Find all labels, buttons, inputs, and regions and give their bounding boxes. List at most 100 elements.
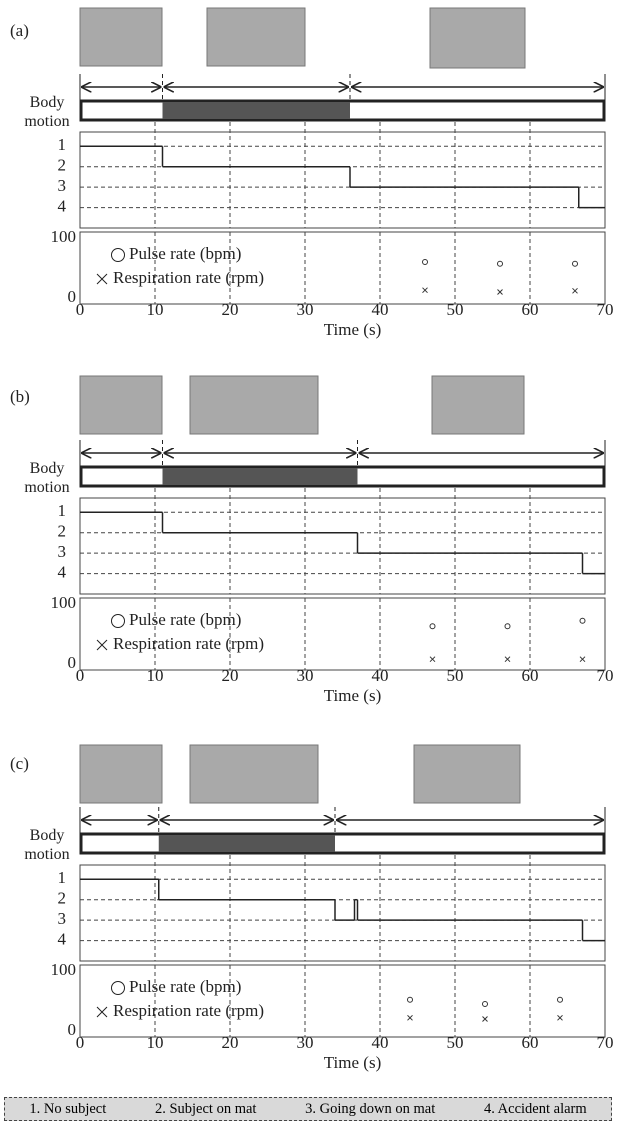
x-tick-label: 40 xyxy=(372,300,389,319)
legend-label: Pulse rate (bpm) xyxy=(129,244,241,263)
y-tick-label: 0 xyxy=(68,653,77,672)
respiration-point xyxy=(407,1014,413,1021)
state-tick-label: 2 xyxy=(58,889,67,908)
state-tick-label: 3 xyxy=(58,176,67,195)
vitals-frame xyxy=(79,597,606,671)
respiration-point xyxy=(579,656,586,663)
pulse-point xyxy=(557,996,563,1003)
body-motion-label: Body motion xyxy=(24,460,70,496)
state-tick-label: 1 xyxy=(58,135,67,154)
x-tick-label: 30 xyxy=(297,666,314,685)
x-tick-label: 20 xyxy=(222,300,239,319)
panel-label: (a) xyxy=(10,21,29,40)
respiration-point xyxy=(557,1014,563,1021)
x-tick-label: 0 xyxy=(76,300,85,319)
x-tick-label: 30 xyxy=(297,1033,314,1052)
state-legend-item: 1. No subject xyxy=(29,1100,107,1117)
pulse-point xyxy=(429,623,436,630)
x-tick-label: 0 xyxy=(76,1033,85,1052)
x-tick-label: 40 xyxy=(372,1033,389,1052)
state-legend: 1. No subject 2. Subject on mat 3. Going d… xyxy=(4,1097,612,1121)
state-tick-label: 1 xyxy=(58,868,67,887)
vitals-frame xyxy=(79,964,606,1038)
pulse-point xyxy=(504,623,511,630)
state-tick-label: 2 xyxy=(58,522,67,541)
x-tick-label: 40 xyxy=(372,666,389,685)
x-tick-label: 10 xyxy=(147,1033,164,1052)
pulse-point xyxy=(407,996,413,1003)
x-tick-label: 20 xyxy=(222,1033,239,1052)
legend-label: Respiration rate (rpm) xyxy=(113,634,264,653)
state-frame xyxy=(79,864,606,962)
state-frame xyxy=(79,131,606,229)
x-tick-label: 50 xyxy=(447,1033,464,1052)
body-motion-label: Body motion xyxy=(24,827,70,863)
x-tick-label: 20 xyxy=(222,666,239,685)
respiration-point xyxy=(497,289,503,295)
legend-label: Respiration rate (rpm) xyxy=(113,268,264,287)
x-tick-label: 70 xyxy=(597,300,614,319)
state-legend-item: 3. Going down on mat xyxy=(305,1100,436,1117)
respiration-point xyxy=(504,656,511,663)
motion-interval xyxy=(158,835,335,852)
x-tick-label: 70 xyxy=(597,666,614,685)
x-axis-label: Time (s) xyxy=(324,320,381,339)
state-legend-item: 2. Subject on mat xyxy=(154,1100,257,1117)
state-tick-label: 3 xyxy=(58,909,67,928)
legend-marker xyxy=(111,981,125,995)
pulse-point xyxy=(579,617,586,624)
pulse-point xyxy=(497,260,503,267)
respiration-point xyxy=(482,1016,488,1022)
pulse-point xyxy=(482,1001,488,1007)
respiration-point xyxy=(572,287,578,294)
legend-marker xyxy=(111,614,125,628)
state-tick-label: 4 xyxy=(58,929,67,948)
respiration-point xyxy=(429,656,436,663)
legend-marker xyxy=(111,248,125,262)
x-axis-label: Time (s) xyxy=(324,686,381,705)
y-tick-label: 100 xyxy=(51,593,77,612)
photo xyxy=(431,375,525,435)
photo xyxy=(189,744,319,804)
y-tick-label: 0 xyxy=(68,287,77,306)
x-tick-label: 70 xyxy=(597,1033,614,1052)
motion-interval xyxy=(162,102,350,119)
legend-marker xyxy=(96,273,108,285)
legend-label: Pulse rate (bpm) xyxy=(129,977,241,996)
legend-label: Pulse rate (bpm) xyxy=(129,610,241,629)
photo xyxy=(79,375,163,435)
x-tick-label: 10 xyxy=(147,300,164,319)
legend-marker xyxy=(96,1006,108,1018)
vitals-frame xyxy=(79,231,606,305)
state-tick-label: 4 xyxy=(58,562,67,581)
state-tick-label: 1 xyxy=(58,501,67,520)
state-tick-label: 2 xyxy=(58,156,67,175)
photo xyxy=(206,7,306,67)
pulse-point xyxy=(422,259,428,265)
motion-interval xyxy=(162,468,358,485)
x-tick-label: 10 xyxy=(147,666,164,685)
x-tick-label: 60 xyxy=(522,1033,539,1052)
pulse-point xyxy=(572,260,578,267)
x-tick-label: 60 xyxy=(522,300,539,319)
photo xyxy=(79,744,163,804)
state-frame xyxy=(79,497,606,595)
photo xyxy=(79,7,163,67)
photo xyxy=(413,744,521,804)
photo xyxy=(429,7,526,69)
x-tick-label: 60 xyxy=(522,666,539,685)
legend-label: Respiration rate (rpm) xyxy=(113,1001,264,1020)
x-tick-label: 50 xyxy=(447,300,464,319)
state-tick-label: 3 xyxy=(58,542,67,561)
y-tick-label: 0 xyxy=(68,1020,77,1039)
panel-label: (b) xyxy=(10,387,30,406)
state-legend-item: 4. Accident alarm xyxy=(483,1100,587,1117)
respiration-point xyxy=(422,287,428,294)
body-motion-label: Body motion xyxy=(24,94,70,130)
x-axis-label: Time (s) xyxy=(324,1053,381,1072)
y-tick-label: 100 xyxy=(51,227,77,246)
x-tick-label: 50 xyxy=(447,666,464,685)
panel-label: (c) xyxy=(10,754,29,773)
